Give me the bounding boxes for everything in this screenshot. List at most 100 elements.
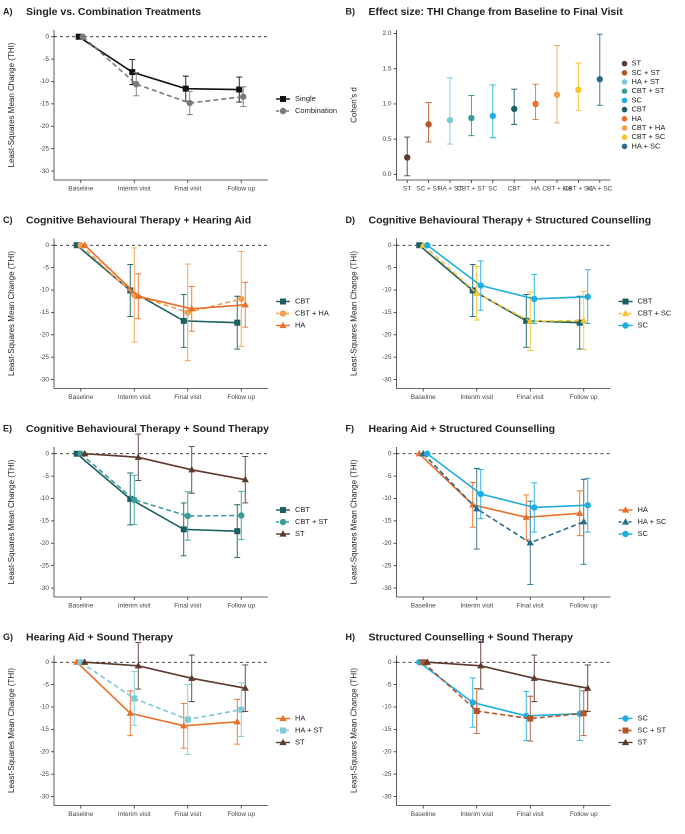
marker — [75, 33, 82, 40]
series-line — [418, 661, 580, 717]
series-line — [426, 453, 588, 509]
marker — [129, 69, 136, 76]
marker — [622, 727, 629, 734]
legend-marker — [621, 97, 628, 104]
marker — [180, 721, 188, 729]
marker — [182, 85, 189, 92]
x-tick-label: Baseline — [411, 811, 436, 818]
y-tick-label: -5 — [43, 264, 49, 271]
panel-label: E) — [3, 423, 12, 433]
marker — [241, 475, 249, 483]
x-tick-label: Baseline — [68, 603, 93, 610]
series-line — [80, 244, 242, 314]
x-tick-label: Follow up — [227, 811, 255, 818]
marker — [234, 319, 241, 326]
y-tick-label: -30 — [40, 168, 50, 175]
y-tick-label: -10 — [382, 287, 392, 294]
x-tick-label: ST — [403, 186, 411, 193]
y-tick-label: -5 — [386, 473, 392, 480]
series-line — [76, 661, 238, 727]
marker — [134, 661, 142, 669]
x-tick-label: Interim visit — [118, 186, 151, 193]
y-tick-label: -30 — [382, 793, 392, 800]
y-tick-label: -20 — [382, 331, 392, 338]
legend-label: ST — [632, 59, 642, 68]
marker — [180, 317, 187, 324]
legend-marker — [621, 125, 628, 131]
marker — [584, 684, 592, 691]
point — [575, 86, 582, 94]
y-tick-label: -25 — [40, 145, 50, 152]
legend-label: HA + ST — [295, 725, 324, 734]
y-tick-label: -15 — [40, 101, 50, 108]
marker — [279, 738, 287, 746]
marker — [621, 738, 630, 746]
x-tick-label: Interim visit — [118, 394, 151, 401]
marker — [238, 295, 245, 303]
y-tick-label: 0 — [45, 450, 49, 457]
marker — [423, 658, 431, 665]
legend-label: Combination — [295, 106, 337, 115]
marker — [580, 710, 587, 717]
point — [425, 121, 432, 128]
legend-marker — [621, 60, 628, 67]
marker — [279, 714, 287, 722]
legend-marker — [621, 143, 628, 150]
series-line — [427, 661, 588, 689]
marker — [241, 684, 249, 691]
marker — [584, 502, 591, 509]
y-axis-label: Least-Squares Mean Change (THI) — [7, 459, 16, 584]
marker — [622, 298, 629, 305]
y-tick-label: -15 — [382, 309, 392, 316]
marker — [180, 526, 187, 533]
legend-marker — [621, 116, 628, 122]
legend-label: HA + ST — [632, 77, 661, 86]
y-tick-label: -10 — [382, 495, 392, 502]
marker — [188, 674, 196, 681]
marker — [279, 310, 287, 317]
legend-label: HA — [632, 114, 642, 123]
y-tick-label: -25 — [382, 771, 392, 778]
legend-label: CBT — [638, 296, 653, 305]
y-tick-label: -10 — [40, 287, 50, 294]
x-tick-label: Interim visit — [460, 603, 493, 610]
panel-label: A) — [3, 6, 13, 16]
marker — [81, 658, 89, 665]
y-tick-label: -5 — [386, 264, 392, 271]
series-line — [76, 244, 238, 324]
error-bar — [489, 84, 496, 139]
point — [446, 116, 454, 124]
x-tick-label: Final visit — [174, 394, 201, 401]
point — [468, 114, 475, 122]
y-tick-label: -30 — [382, 585, 392, 592]
chart-title: Effect size: THI Change from Baseline to… — [369, 6, 624, 18]
marker — [238, 706, 245, 713]
series-line — [84, 452, 246, 481]
marker — [622, 530, 629, 538]
y-tick-label: -10 — [40, 495, 50, 502]
marker — [523, 317, 530, 324]
marker — [584, 293, 591, 300]
x-tick-label: Baseline — [68, 394, 93, 401]
marker — [469, 699, 476, 706]
series-line — [76, 453, 238, 532]
legend-label: SC — [632, 95, 643, 104]
error-bar — [554, 45, 560, 124]
chart-title: Cognitive Behavioural Therapy + Hearing … — [26, 214, 251, 226]
panel-label: C) — [3, 215, 13, 225]
marker — [424, 242, 431, 249]
y-tick-label: -10 — [382, 704, 392, 711]
y-tick-label: 0 — [45, 242, 49, 249]
marker — [526, 539, 534, 546]
legend-marker — [621, 88, 628, 94]
panel-label: G) — [3, 632, 13, 642]
x-tick-label: HA + SC — [587, 186, 612, 193]
x-tick-label: Interim visit — [118, 603, 151, 610]
y-tick-label: 0.5 — [382, 136, 391, 143]
marker — [477, 490, 484, 498]
legend-label: CBT + SC — [638, 308, 672, 317]
y-tick-label: 0.0 — [382, 171, 391, 178]
y-tick-label: -20 — [40, 331, 50, 338]
legend-label: HA — [295, 320, 305, 329]
point — [596, 76, 603, 83]
